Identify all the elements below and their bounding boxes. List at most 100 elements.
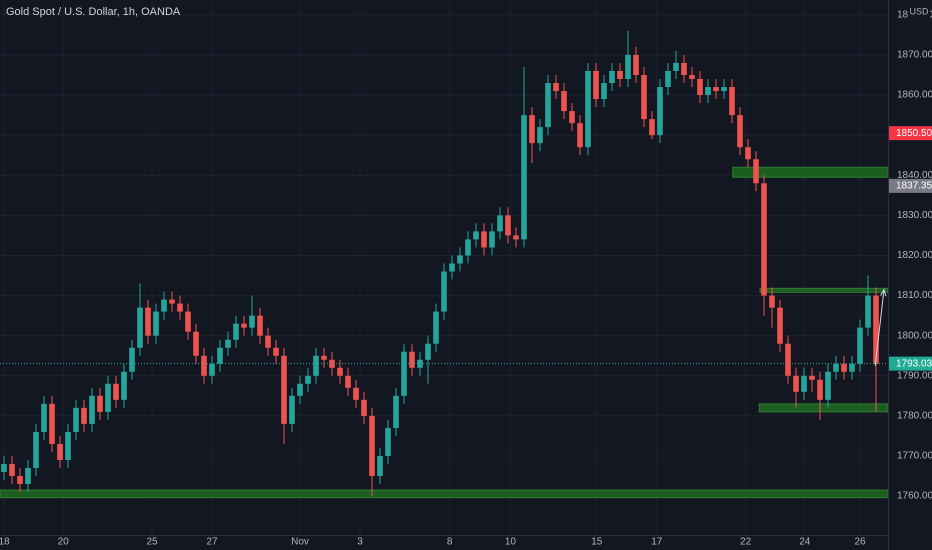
candle-body: [281, 355, 287, 424]
candle-body: [137, 307, 143, 348]
support-zone: [0, 489, 889, 499]
candle-body: [49, 403, 55, 444]
candle-body: [113, 383, 119, 400]
support-zone: [759, 287, 889, 293]
candle-body: [481, 231, 487, 248]
y-tick-label: 1780.000: [897, 411, 932, 422]
candle-body: [569, 111, 575, 124]
candle-body: [857, 327, 863, 364]
candle-body: [561, 91, 567, 112]
candle-body: [545, 83, 551, 128]
candle-body: [425, 343, 431, 360]
candle-body: [457, 255, 463, 264]
support-zone: [758, 403, 889, 413]
candle-body: [265, 335, 271, 348]
x-tick-label: 20: [58, 537, 70, 548]
candle-body: [609, 70, 615, 84]
candle-body: [273, 347, 279, 356]
candle-body: [305, 375, 311, 384]
candle-body: [121, 371, 127, 400]
candle-body: [833, 363, 839, 372]
candle-body: [809, 375, 815, 380]
y-tick-label: 1830.000: [897, 210, 932, 221]
candle-body: [705, 87, 711, 96]
x-tick-label: 18: [0, 537, 10, 548]
candle-body: [641, 74, 647, 120]
candle-body: [57, 443, 63, 461]
y-tick-label: 1770.000: [897, 451, 932, 462]
currency: USD: [909, 6, 929, 16]
candle-body: [353, 387, 359, 400]
candle-body: [337, 367, 343, 376]
x-tick-label: 22: [740, 537, 752, 548]
candle-body: [105, 383, 111, 412]
candle-body: [865, 295, 871, 328]
candle-body: [65, 431, 71, 461]
x-tick-label: 25: [146, 537, 158, 548]
x-tick-label: 17: [651, 537, 663, 548]
candle-body: [817, 379, 823, 400]
candle-body: [169, 299, 175, 304]
candle-body: [361, 399, 367, 416]
price-tag-label: 1850.504: [896, 128, 932, 139]
candle-body: [41, 403, 47, 432]
price-tag-label: 1837.350: [896, 181, 932, 192]
candle-body: [537, 127, 543, 144]
x-tick-label: 26: [854, 537, 866, 548]
y-tick-label: 1860.000: [897, 90, 932, 101]
candle-body: [873, 295, 879, 364]
candle-body: [1, 464, 7, 473]
candle-body: [497, 215, 503, 232]
candle-body: [73, 407, 79, 432]
axes: 1760.000 1770.000 1780.000 1790.000 1800.000…: [0, 9, 932, 548]
candle-body: [433, 311, 439, 344]
x-tick-label: 10: [505, 537, 517, 548]
candle-body: [409, 351, 415, 368]
arrow: [874, 289, 885, 366]
candle-body: [625, 54, 631, 80]
candle-body: [729, 87, 735, 116]
candle-body: [81, 407, 87, 424]
candle-body: [849, 363, 855, 372]
candle-body: [777, 307, 783, 344]
candle-body: [841, 363, 847, 372]
y-tick-label: 1820.000: [897, 250, 932, 261]
price-tag: [889, 126, 932, 141]
candle-body: [465, 239, 471, 256]
candle-body: [177, 303, 183, 312]
candle-body: [513, 235, 519, 240]
candle-body: [33, 431, 39, 469]
candle-body: [345, 375, 351, 388]
candle-body: [825, 371, 831, 400]
candle-body: [89, 395, 95, 424]
y-tick-label: 1800.000: [897, 330, 932, 341]
candle-body: [649, 119, 655, 136]
candle-body: [289, 395, 295, 424]
price-tag: [889, 178, 932, 193]
candle-body: [657, 87, 663, 136]
candle-body: [617, 70, 623, 80]
candle-body: [321, 355, 327, 360]
candle-body: [97, 395, 103, 412]
candle-body: [681, 62, 687, 75]
candle-body: [217, 347, 223, 364]
candle-body: [185, 311, 191, 332]
candle-body: [785, 343, 791, 376]
candle-body: [713, 87, 719, 92]
candle-body: [297, 383, 303, 396]
candle-body: [329, 359, 335, 368]
price-tag-label: 1793.035: [896, 358, 932, 369]
candle-body: [385, 427, 391, 456]
candle-body: [761, 183, 767, 296]
candle-body: [673, 62, 679, 71]
candle-body: [721, 87, 727, 92]
y-tick-label: 1810.000: [897, 290, 932, 301]
y-tick-label: 1790.000: [897, 370, 932, 381]
candle-body: [553, 83, 559, 92]
candle-body: [601, 83, 607, 100]
x-tick-label: Nov: [291, 537, 309, 548]
candle-body: [521, 115, 527, 240]
candle-body: [585, 70, 591, 148]
candle-body: [577, 123, 583, 148]
